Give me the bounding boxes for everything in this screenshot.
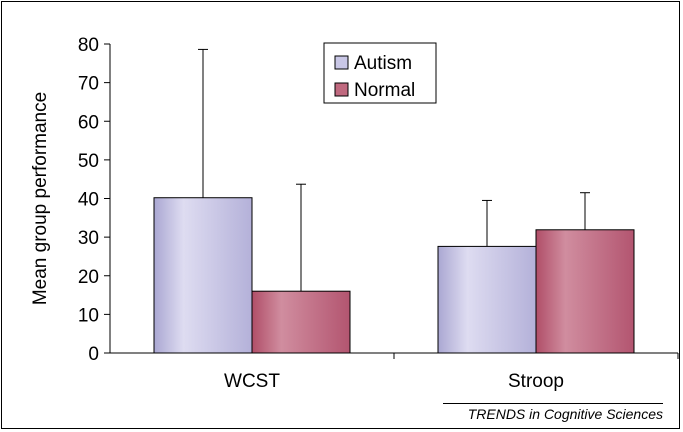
- y-tick-label: 70: [78, 74, 99, 95]
- bar-normal-wcst: [251, 290, 351, 354]
- y-tick-label: 20: [78, 267, 99, 288]
- bars: [153, 197, 635, 354]
- y-axis-ticks: 0 10 20 30 40 50 60 70 80: [78, 35, 110, 365]
- y-axis-title: Mean group performance: [30, 92, 51, 305]
- legend: Autism Normal: [323, 42, 437, 104]
- x-category-label: Stroop: [508, 371, 564, 392]
- legend-swatch-autism: [334, 55, 349, 70]
- category-labels: WCST Stroop: [224, 353, 679, 392]
- y-tick-label: 40: [78, 190, 99, 211]
- y-tick-label: 80: [78, 35, 99, 56]
- x-category-label: WCST: [224, 371, 280, 392]
- y-tick-label: 30: [78, 228, 99, 249]
- bar-autism-stroop: [437, 245, 537, 354]
- legend-label-autism: Autism: [354, 53, 412, 74]
- bar-normal-stroop: [535, 229, 635, 354]
- legend-swatch-normal: [334, 82, 349, 97]
- source-credit: TRENDS in Cognitive Sciences: [467, 406, 663, 422]
- bar-autism-wcst: [153, 197, 253, 354]
- y-tick-label: 60: [78, 112, 99, 133]
- y-tick-label: 0: [88, 344, 99, 365]
- y-tick-label: 10: [78, 305, 99, 326]
- source-rule: [443, 403, 663, 404]
- y-tick-label: 50: [78, 151, 99, 172]
- legend-label-normal: Normal: [354, 80, 415, 101]
- error-bars: [198, 48, 590, 292]
